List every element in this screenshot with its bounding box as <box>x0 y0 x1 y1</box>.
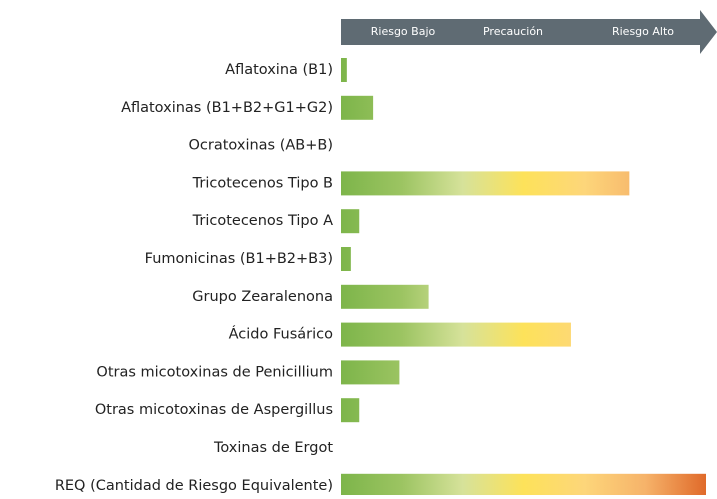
category-label: Grupo Zearalenona <box>192 289 333 305</box>
category-label: Otras micotoxinas de Aspergillus <box>95 402 333 418</box>
category-label: Aflatoxina (B1) <box>225 62 333 78</box>
scale-label: Riesgo Alto <box>612 25 674 38</box>
bar <box>341 95 374 120</box>
category-label: Toxinas de Ergot <box>213 440 333 456</box>
bar <box>341 209 360 234</box>
scale-label: Precaución <box>483 25 543 38</box>
category-label: Ácido Fusárico <box>229 326 333 343</box>
category-label: Aflatoxinas (B1+B2+G1+G2) <box>121 100 333 116</box>
bar <box>341 322 571 347</box>
category-label: Ocratoxinas (AB+B) <box>189 138 333 154</box>
bar <box>341 284 429 309</box>
category-label: Tricotecenos Tipo A <box>192 213 333 229</box>
bar <box>341 473 706 498</box>
bar <box>341 247 351 271</box>
bar <box>341 398 360 423</box>
category-label: Tricotecenos Tipo B <box>192 175 333 191</box>
bar <box>341 58 347 82</box>
bar <box>341 171 630 196</box>
scale-label: Riesgo Bajo <box>371 25 436 38</box>
category-label: Fumonicinas (B1+B2+B3) <box>145 251 333 267</box>
risk-arrow <box>341 10 717 54</box>
category-label: Otras micotoxinas de Penicillium <box>96 364 333 380</box>
category-label: REQ (Cantidad de Riesgo Equivalente) <box>55 478 333 494</box>
bar <box>341 360 400 385</box>
